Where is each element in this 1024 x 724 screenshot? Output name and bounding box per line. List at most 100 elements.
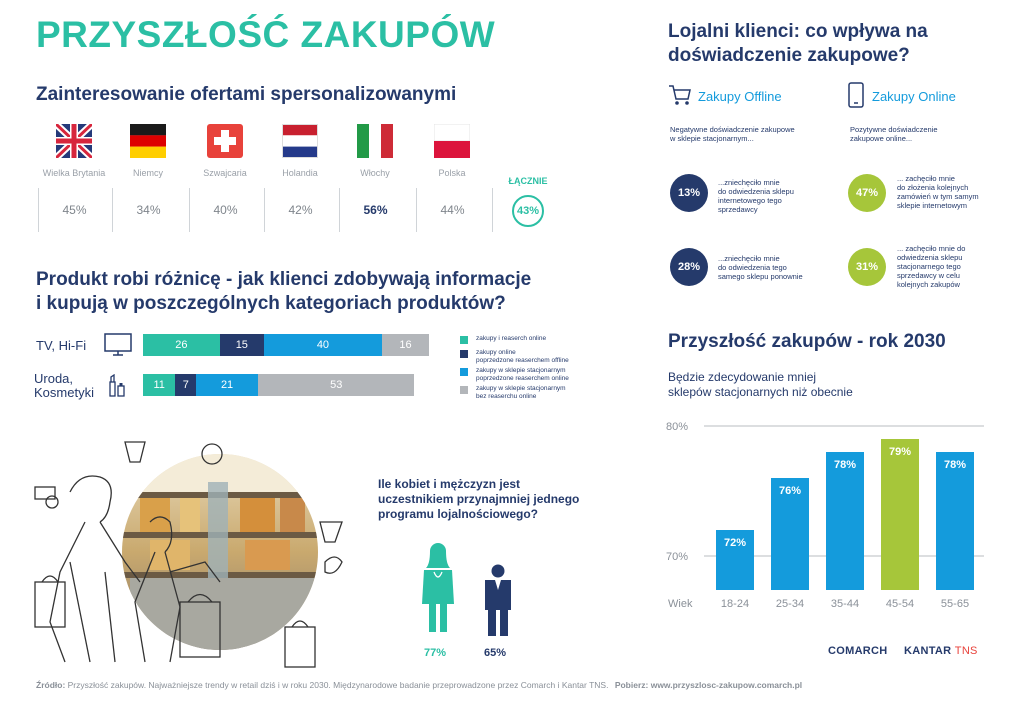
product-heading: Produkt robi różnicę - jak klienci zdoby… — [36, 268, 531, 316]
legend-text-line1: zakupy online — [476, 349, 516, 356]
comarch-logo: COMARCH — [828, 645, 888, 657]
country-italy: Włochy — [339, 124, 411, 178]
legend-text-line1: zakupy w sklepie stacjonarnym — [476, 385, 566, 392]
tns-text: TNS — [954, 645, 978, 657]
stat-text: ... zachęciło mnie do odwiedzenia sklepu… — [897, 244, 965, 289]
divider — [492, 188, 494, 232]
stat-line: odwiedzenia sklepu — [897, 253, 963, 262]
legend-swatch — [460, 386, 468, 394]
future-heading: Przyszłość zakupów - rok 2030 — [668, 331, 946, 352]
loyal-clients-heading: Lojalni klienci: co wpływa na doświadcze… — [668, 20, 928, 68]
stat-line: ...zniechęciło mnie — [718, 178, 780, 187]
main-title: PRZYSZŁOŚĆ ZAKUPÓW — [36, 14, 496, 55]
italy-flag-icon — [357, 124, 393, 158]
country-name: Włochy — [360, 168, 390, 178]
loyalty-question-line2: uczestnikiem przynajmniej jednego — [378, 492, 580, 506]
stat-text: ... zachęciło mnie do złożenia kolejnych… — [897, 174, 979, 210]
cart-icon — [668, 84, 692, 111]
kantar-text: KANTAR — [904, 645, 952, 657]
online-intro-line1: Pozytywne doświadczenie — [850, 125, 938, 134]
x-tick-label: 25-34 — [776, 598, 804, 610]
personalization-heading: Zainteresowanie ofertami spersonalizowan… — [36, 84, 457, 105]
chart-bar — [716, 530, 754, 590]
row-label-tv: TV, Hi-Fi — [36, 338, 87, 353]
chart-bar — [936, 452, 974, 590]
stat-text: ...zniechęciło mnie do odwiedzenia tego … — [718, 254, 803, 281]
women-percentage: 77% — [424, 647, 447, 659]
phone-icon — [848, 82, 864, 113]
legend-text: zakupy online poprzedzone reaserchem offl… — [476, 349, 596, 365]
offline-label: Zakupy Offline — [698, 89, 782, 104]
pct-uk: 45% — [38, 188, 110, 232]
offline-intro-line1: Negatywne doświadczenie zakupowe — [670, 125, 795, 134]
legend-text-line2: poprzedzone reaserchem online — [476, 375, 569, 382]
footer-download-label: Pobierz: — [614, 680, 649, 690]
germany-flag-icon — [130, 124, 166, 158]
loyal-clients-heading-line2: doświadczenie zakupowe? — [668, 45, 910, 66]
footer-label: Źródło: — [36, 680, 66, 690]
bar-segment: 15 — [219, 334, 264, 356]
woman-icon — [420, 542, 456, 639]
legend-text: zakupy w sklepie stacjonarnym bez reaserc… — [476, 385, 596, 401]
bar-segment: 40 — [263, 334, 382, 356]
bar-segment: 7 — [175, 374, 197, 396]
stat-line: stacjonarnego tego — [897, 262, 961, 271]
bar-segment: 21 — [196, 374, 259, 396]
future-subtitle-line1: Będzie zdecydowanie mniej — [668, 370, 817, 384]
stat-line: sprzedawcy — [718, 205, 758, 214]
cosmetics-icon — [108, 373, 126, 403]
stat-line: ...zniechęciło mnie — [718, 254, 780, 263]
total-label: ŁĄCZNIE — [508, 176, 548, 186]
stat-line: do odwiedzenia sklepu — [718, 187, 794, 196]
product-heading-line1: Produkt robi różnicę - jak klienci zdoby… — [36, 269, 532, 290]
future-bar-chart: 80% 70% 72% 18-24 76% 25-34 78% 35-44 79% 45-54 78… — [664, 412, 994, 617]
bar-segment: 26 — [143, 334, 220, 356]
x-axis-label: Wiek — [668, 598, 693, 610]
online-intro-line2: zakupowe online... — [850, 134, 913, 143]
percentage-row: 45% 34% 40% 42% 56% 44% 43% — [36, 188, 566, 232]
stat-line: zamówień w tym samym — [897, 192, 979, 201]
row-label-cosmetics: Uroda, Kosmetyki — [34, 372, 94, 400]
y-tick-label: 70% — [666, 551, 688, 563]
x-tick-label: 55-65 — [941, 598, 969, 610]
product-heading-line2: i kupują w poszczególnych kategoriach pr… — [36, 293, 506, 314]
bar-value-label: 78% — [944, 459, 966, 471]
stat-circle: 13% — [670, 174, 708, 212]
stat-circle: 47% — [848, 174, 886, 212]
stat-line: samego sklepu ponownie — [718, 272, 803, 281]
stat-line: do odwiedzenia tego — [718, 263, 787, 272]
bar-segment: 53 — [258, 374, 415, 396]
stat-line: sprzedawcy w celu — [897, 271, 960, 280]
legend-text-line2: bez reaserchu online — [476, 393, 537, 400]
loyal-clients-heading-line1: Lojalni klienci: co wpływa na — [668, 21, 928, 42]
online-intro: Pozytywne doświadczenie zakupowe online.… — [850, 125, 938, 143]
country-germany: Niemcy — [112, 124, 184, 178]
netherlands-flag-icon — [282, 124, 318, 158]
row-label-cosmetics-line1: Uroda, — [34, 371, 74, 386]
tv-icon — [104, 333, 132, 362]
bar-segment: 16 — [381, 334, 430, 356]
pct-italy: 56% — [339, 188, 411, 232]
chart-bar — [826, 452, 864, 590]
stat-line: kolejnych zakupów — [897, 280, 960, 289]
stat-circle: 28% — [670, 248, 708, 286]
stat-line: do złożenia kolejnych — [897, 183, 969, 192]
footer: Źródło: Przyszłość zakupów. Najważniejsz… — [36, 680, 996, 690]
kantar-logo: KANTAR TNS — [904, 645, 978, 657]
bar-value-label: 76% — [779, 485, 801, 497]
chart-bar — [771, 478, 809, 590]
country-name: Wielka Brytania — [42, 168, 106, 178]
bar-value-label: 78% — [834, 459, 856, 471]
product-bars: 26 15 40 16 11 7 21 53 — [143, 334, 443, 404]
stat-text: ...zniechęciło mnie do odwiedzenia sklep… — [718, 178, 794, 214]
footer-download-link[interactable]: www.przyszlosc-zakupow.comarch.pl — [648, 680, 803, 690]
chart-bar — [881, 439, 919, 590]
shopping-illustration — [30, 432, 350, 677]
stat-circle: 31% — [848, 248, 886, 286]
x-tick-label: 18-24 — [721, 598, 749, 610]
pct-netherlands: 42% — [264, 188, 336, 232]
pct-switzerland: 40% — [189, 188, 261, 232]
loyalty-question: Ile kobiet i mężczyzn jest uczestnikiem … — [378, 477, 579, 522]
legend-swatch — [460, 368, 468, 376]
country-netherlands: Holandia — [264, 124, 336, 178]
